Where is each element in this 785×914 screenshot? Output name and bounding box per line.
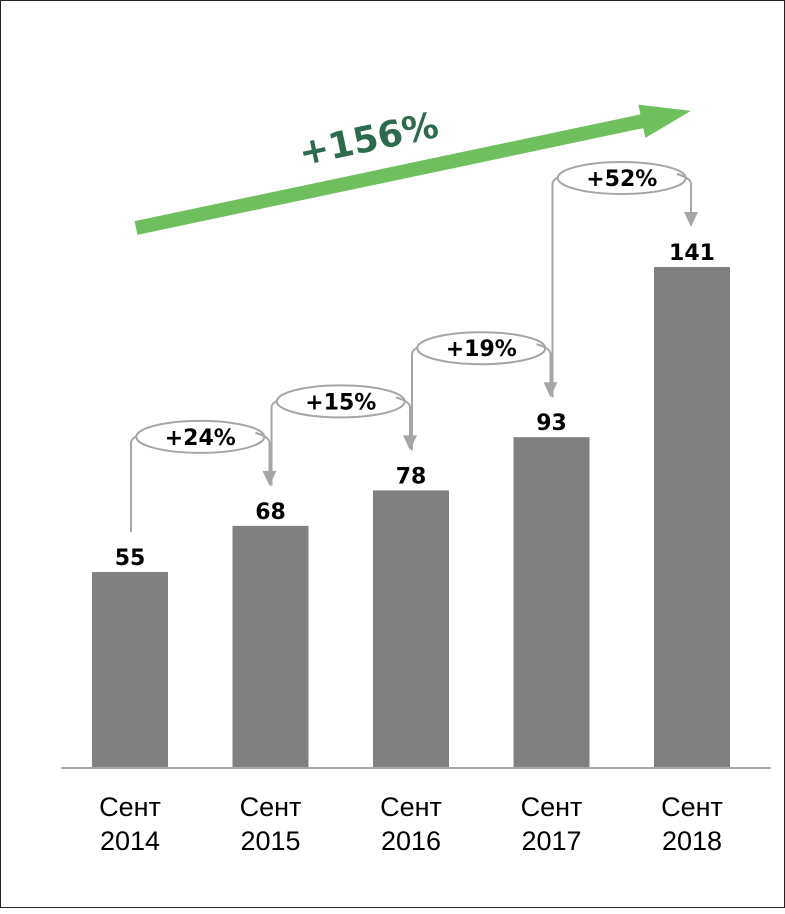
x-tick-label-line1-3: Сент (521, 792, 583, 822)
x-tick-label-line1-1: Сент (240, 792, 302, 822)
growth-connector-right-2 (536, 343, 552, 384)
growth-label-2: +19% (446, 337, 517, 362)
x-tick-label-line2-3: 2017 (521, 826, 581, 856)
x-tick-label-line1-0: Сент (99, 792, 161, 822)
bar-4 (654, 267, 730, 767)
bar-value-label-1: 68 (255, 500, 286, 525)
bar-value-label-0: 55 (115, 546, 146, 571)
x-tick-label-0: Сент 2014 (99, 792, 161, 856)
x-tick-label-2: Сент 2016 (380, 792, 442, 856)
growth-arrowhead-1 (403, 435, 417, 451)
growth-connector-left-2 (411, 343, 427, 451)
bars: 55 68 78 93 141 (92, 241, 730, 767)
x-axis-labels: Сент 2014 Сент 2015 Сент 2016 Сент 2017 Сент 2018 (99, 792, 723, 856)
growth-arrowhead-3 (684, 212, 698, 227)
bar-value-label-3: 93 (536, 411, 567, 436)
growth-label-1: +15% (305, 390, 376, 415)
bar-value-label-2: 78 (396, 464, 427, 489)
growth-connector-left-0 (130, 431, 146, 532)
x-tick-label-3: Сент 2017 (521, 792, 583, 856)
x-tick-label-line2-1: 2015 (240, 826, 300, 856)
x-tick-label-line1-4: Сент (661, 792, 723, 822)
x-tick-label-line1-2: Сент (380, 792, 442, 822)
growth-connector-right-1 (395, 396, 411, 437)
growth-connectors: +24% +15% +19% +52% (130, 161, 698, 532)
total-growth-arrow-shape (134, 104, 691, 235)
growth-arrowhead-0 (262, 470, 277, 486)
growth-arrowhead-2 (543, 382, 558, 398)
growth-label-3: +52% (586, 167, 657, 192)
x-tick-label-line2-2: 2016 (381, 826, 441, 856)
x-tick-label-1: Сент 2015 (240, 792, 302, 856)
x-tick-label-line2-0: 2014 (100, 826, 160, 856)
x-tick-label-line2-4: 2018 (662, 826, 722, 856)
growth-connector-left-3 (551, 173, 567, 398)
bar-2 (373, 490, 449, 767)
growth-connector-right-3 (676, 173, 692, 213)
bar-1 (232, 525, 309, 767)
growth-connector-right-0 (255, 431, 271, 472)
bar-0 (92, 571, 168, 767)
growth-label-0: +24% (165, 426, 236, 451)
total-growth-arrow-body (134, 104, 691, 235)
bar-value-label-4: 141 (669, 241, 715, 266)
x-tick-label-4: Сент 2018 (661, 792, 723, 856)
bar-3 (513, 437, 590, 767)
